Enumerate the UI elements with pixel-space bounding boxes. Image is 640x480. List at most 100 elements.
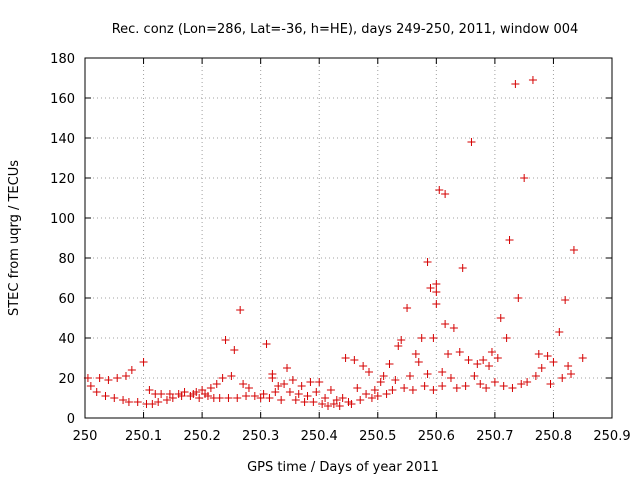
x-axis-label: GPS time / Days of year 2011 [247, 460, 439, 475]
data-point [364, 368, 373, 376]
data-point [239, 380, 248, 388]
data-point [397, 336, 406, 344]
data-point [388, 386, 397, 394]
data-point [464, 356, 473, 364]
data-point [528, 76, 537, 84]
data-point [376, 378, 385, 386]
data-point [300, 398, 309, 406]
plot-frame [84, 57, 613, 419]
data-point [441, 190, 450, 198]
y-axis-label: STEC from uqrg / TECUs [7, 160, 22, 316]
data-point [420, 382, 429, 390]
data-point [432, 280, 441, 288]
data-point [385, 360, 394, 368]
y-tick-label: 60 [58, 292, 75, 307]
data-point [162, 396, 171, 404]
data-point [303, 392, 312, 400]
data-point [233, 394, 242, 402]
data-point [309, 398, 318, 406]
x-tick-label: 250.5 [359, 429, 396, 444]
data-point [523, 378, 532, 386]
data-point [517, 380, 526, 388]
y-tick-label: 120 [50, 172, 75, 187]
data-point [537, 364, 546, 372]
data-point [312, 388, 321, 396]
data-point [514, 294, 523, 302]
data-point [534, 350, 543, 358]
data-point [564, 362, 573, 370]
data-point [511, 80, 520, 88]
data-point [479, 356, 488, 364]
data-point [104, 376, 113, 384]
data-point [271, 388, 280, 396]
data-point [394, 342, 403, 350]
data-point [250, 392, 259, 400]
data-point [458, 264, 467, 272]
data-point [110, 394, 119, 402]
x-tick-label: 250.4 [301, 429, 338, 444]
x-tick-labels: 250 250.1 250.2 250.3 250.4 250.5 250.6 250.7 25… [73, 429, 631, 444]
data-point [154, 398, 163, 406]
data-point [561, 296, 570, 304]
data-point [148, 400, 157, 408]
data-point [567, 370, 576, 378]
data-point [449, 324, 458, 332]
data-point [487, 348, 496, 356]
x-tick-label: 250.8 [535, 429, 572, 444]
x-tick-label: 250.2 [184, 429, 221, 444]
data-point [408, 386, 417, 394]
data-point [280, 380, 289, 388]
data-point [379, 372, 388, 380]
data-point [543, 352, 552, 360]
data-point [505, 236, 514, 244]
data-point [195, 394, 204, 402]
data-point [242, 392, 251, 400]
data-point [277, 396, 286, 404]
data-point [350, 356, 359, 364]
data-point [224, 394, 233, 402]
y-tick-label: 80 [58, 252, 75, 267]
data-point [268, 370, 277, 378]
data-point [546, 380, 555, 388]
data-point [382, 390, 391, 398]
data-point [441, 320, 450, 328]
data-point [121, 372, 130, 380]
data-point [326, 386, 335, 394]
data-point [411, 350, 420, 358]
data-point [212, 380, 221, 388]
data-point [435, 186, 444, 194]
y-tick-label: 20 [58, 372, 75, 387]
data-point [230, 346, 239, 354]
data-point [578, 354, 587, 362]
data-point [569, 246, 578, 254]
y-tick-label: 40 [58, 332, 75, 347]
data-point [373, 392, 382, 400]
data-point [145, 386, 154, 394]
data-point [493, 354, 502, 362]
data-point [353, 384, 362, 392]
data-point [133, 398, 142, 406]
data-point [291, 396, 300, 404]
data-point [403, 304, 412, 312]
data-point [86, 382, 95, 390]
data-point [467, 138, 476, 146]
data-point [432, 288, 441, 296]
data-point [438, 368, 447, 376]
data-point [221, 336, 230, 344]
data-point [180, 388, 189, 396]
data-point [338, 394, 347, 402]
data-point [414, 358, 423, 366]
data-point [139, 358, 148, 366]
x-tick-label: 250 [73, 429, 98, 444]
data-point [324, 402, 333, 410]
data-point [496, 314, 505, 322]
data-point [236, 306, 245, 314]
data-point [362, 390, 371, 398]
data-point [306, 378, 315, 386]
data-point [192, 388, 201, 396]
data-point [101, 392, 110, 400]
data-point [356, 396, 365, 404]
data-point [400, 384, 409, 392]
data-point [359, 362, 368, 370]
